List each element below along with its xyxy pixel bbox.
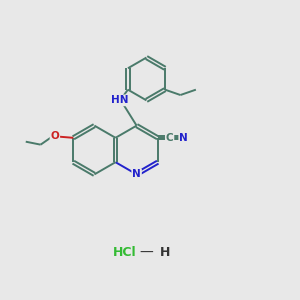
Text: —: — bbox=[140, 245, 153, 260]
Text: O: O bbox=[50, 131, 59, 141]
Text: C: C bbox=[166, 134, 173, 143]
Text: N: N bbox=[179, 133, 188, 143]
Text: N: N bbox=[132, 169, 141, 179]
Text: HCl: HCl bbox=[113, 246, 136, 259]
Text: HN: HN bbox=[111, 95, 128, 105]
Text: H: H bbox=[160, 246, 170, 259]
